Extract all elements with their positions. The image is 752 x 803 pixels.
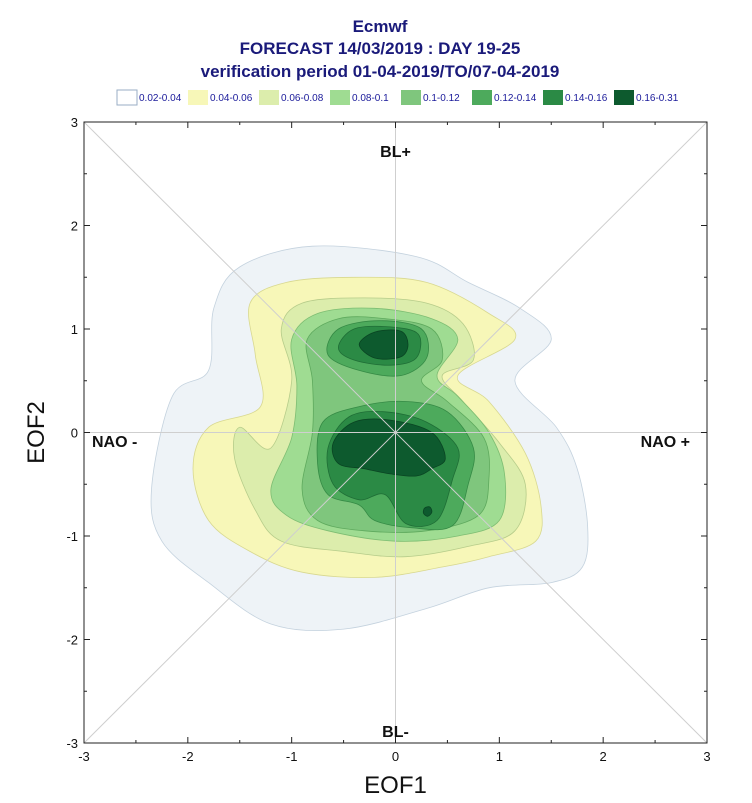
legend-label: 0.14-0.16 xyxy=(565,93,608,104)
x-tick-label: -1 xyxy=(286,749,298,764)
y-tick-label: 1 xyxy=(71,322,78,337)
y-tick-label: -1 xyxy=(66,529,78,544)
legend-swatch xyxy=(330,90,350,105)
legend-swatch xyxy=(543,90,563,105)
density-contours xyxy=(150,245,589,632)
y-axis-label: EOF2 xyxy=(23,401,50,464)
contour-0.16-0.31-2 xyxy=(422,506,433,517)
legend-swatch xyxy=(472,90,492,105)
legend-label: 0.12-0.14 xyxy=(494,93,537,104)
x-tick-label: 0 xyxy=(392,749,399,764)
legend-label: 0.04-0.06 xyxy=(210,93,253,104)
regime-label-nao-plus: NAO + xyxy=(641,434,690,451)
regime-label-bl-minus: BL- xyxy=(382,724,409,741)
chart-subtitle-forecast: FORECAST 14/03/2019 : DAY 19-25 xyxy=(240,39,521,58)
legend: 0.02-0.04 0.04-0.06 0.06-0.08 0.08-0.1 0.1-0… xyxy=(116,89,679,106)
y-tick-label: 0 xyxy=(71,426,78,441)
x-tick-label: -2 xyxy=(182,749,194,764)
x-tick-label: 1 xyxy=(496,749,503,764)
legend-swatch xyxy=(188,90,208,105)
y-tick-label: 2 xyxy=(71,219,78,234)
y-tick-label: -2 xyxy=(66,633,78,648)
chart-subtitle-verification: verification period 01-04-2019/TO/07-04-… xyxy=(201,62,560,81)
x-tick-label: 3 xyxy=(703,749,710,764)
legend-label: 0.08-0.1 xyxy=(352,93,389,104)
legend-label: 0.02-0.04 xyxy=(139,93,182,104)
chart-title: Ecmwf xyxy=(353,17,408,36)
y-tick-label: 3 xyxy=(71,115,78,130)
axis-ticks: -3 -2 -1 0 1 2 3 -3 -2 -1 0 1 2 3 xyxy=(66,115,710,764)
plot-area: -3 -2 -1 0 1 2 3 -3 -2 -1 0 1 2 3 xyxy=(66,115,710,764)
x-tick-label: 2 xyxy=(600,749,607,764)
x-axis-label: EOF1 xyxy=(364,772,427,799)
legend-swatch xyxy=(614,90,634,105)
legend-label: 0.1-0.12 xyxy=(423,93,460,104)
legend-swatch xyxy=(259,90,279,105)
legend-swatch xyxy=(116,89,138,106)
guide-diagonal-2 xyxy=(83,121,708,744)
chart-titles: Ecmwf FORECAST 14/03/2019 : DAY 19-25 ve… xyxy=(201,17,560,81)
guide-lines xyxy=(83,121,708,744)
y-tick-label: -3 xyxy=(66,736,78,751)
legend-swatch xyxy=(401,90,421,105)
regime-label-nao-minus: NAO - xyxy=(92,434,137,451)
legend-label: 0.16-0.31 xyxy=(636,93,679,104)
regime-label-bl-plus: BL+ xyxy=(380,144,411,161)
legend-label: 0.06-0.08 xyxy=(281,93,324,104)
regime-labels: BL+ BL- NAO - NAO + xyxy=(92,144,690,741)
x-tick-label: -3 xyxy=(78,749,90,764)
